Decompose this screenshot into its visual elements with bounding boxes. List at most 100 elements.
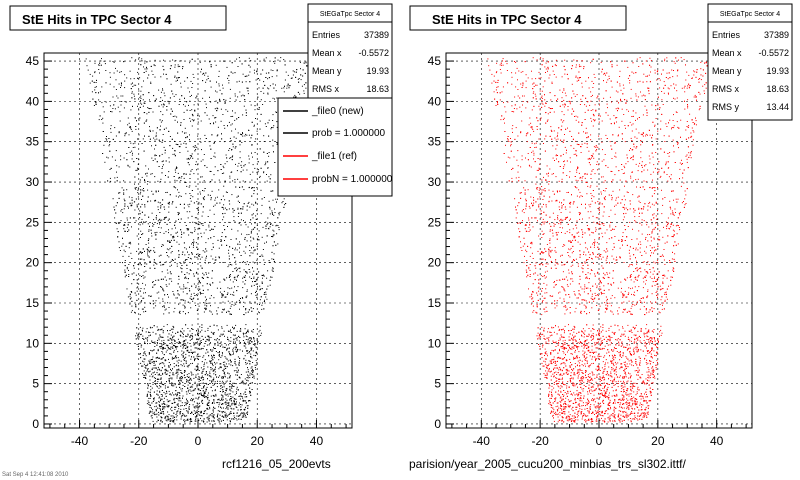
left-hit-point bbox=[208, 375, 210, 377]
left-hit-point bbox=[224, 102, 226, 104]
left-hit-point bbox=[166, 399, 168, 401]
left-hit-point bbox=[261, 198, 263, 200]
left-hit-point bbox=[185, 347, 187, 349]
left-hit-point bbox=[272, 270, 274, 272]
left-hit-point bbox=[241, 412, 242, 414]
left-hit-point bbox=[274, 98, 275, 100]
left-hit-point bbox=[117, 106, 119, 108]
left-hit-point bbox=[185, 339, 187, 341]
left-hit-point bbox=[236, 337, 238, 339]
left-hit-point bbox=[246, 234, 248, 236]
left-hit-point bbox=[177, 351, 179, 353]
left-hit-point bbox=[179, 98, 181, 100]
left-hit-point bbox=[257, 342, 259, 344]
left-hit-point bbox=[174, 155, 176, 157]
left-hit-point bbox=[140, 90, 142, 92]
left-hit-point bbox=[226, 161, 228, 163]
left-hit-point bbox=[176, 419, 178, 421]
left-hit-point bbox=[243, 400, 245, 402]
left-hit-point bbox=[167, 346, 169, 348]
left-hit-point bbox=[196, 411, 198, 413]
left-hit-point bbox=[224, 356, 226, 358]
left-hit-point bbox=[250, 104, 252, 106]
left-hit-point bbox=[159, 412, 161, 414]
left-hit-point bbox=[170, 83, 172, 85]
left-hit-point bbox=[189, 178, 191, 179]
left-hit-point bbox=[211, 249, 213, 251]
left-hit-point bbox=[223, 376, 225, 377]
left-hit-point bbox=[124, 269, 126, 271]
left-hit-point bbox=[128, 255, 130, 257]
left-hit-point bbox=[161, 141, 163, 143]
left-hit-point bbox=[234, 361, 236, 363]
left-hit-point bbox=[272, 70, 274, 71]
left-hit-point bbox=[124, 205, 126, 207]
left-hit-point bbox=[206, 79, 208, 81]
left-hit-point bbox=[151, 411, 153, 413]
left-hit-point bbox=[229, 380, 231, 382]
left-hit-point bbox=[233, 352, 234, 354]
left-hit-point bbox=[162, 289, 164, 291]
left-hit-point bbox=[242, 381, 244, 383]
left-hit-point bbox=[125, 101, 127, 103]
left-hit-point bbox=[200, 160, 202, 162]
left-hit-point bbox=[162, 114, 164, 116]
left-hit-point bbox=[151, 387, 153, 389]
left-hit-point bbox=[138, 252, 140, 254]
left-hit-point bbox=[194, 389, 196, 391]
left-hit-point bbox=[147, 251, 149, 253]
left-hit-point bbox=[268, 72, 270, 74]
left-hit-point bbox=[136, 204, 138, 206]
left-hit-point bbox=[256, 259, 258, 261]
left-hit-point bbox=[217, 343, 219, 345]
left-hit-point bbox=[161, 362, 163, 364]
left-hit-point bbox=[180, 380, 182, 382]
left-hit-point bbox=[94, 72, 96, 74]
left-hit-point bbox=[131, 92, 133, 94]
left-hit-point bbox=[157, 220, 159, 222]
left-hit-point bbox=[192, 353, 193, 354]
left-hit-point bbox=[152, 300, 154, 302]
left-hit-point bbox=[225, 236, 227, 238]
left-hit-point bbox=[153, 397, 155, 399]
left-hit-point bbox=[285, 203, 287, 204]
left-hit-point bbox=[254, 340, 255, 342]
left-hit-point bbox=[193, 120, 194, 122]
left-hit-point bbox=[206, 283, 208, 285]
left-hit-point bbox=[242, 114, 244, 116]
left-hit-point bbox=[162, 348, 164, 350]
left-hit-point bbox=[229, 377, 231, 379]
left-hit-point bbox=[139, 237, 141, 238]
left-hit-point bbox=[246, 412, 247, 414]
left-hit-point bbox=[218, 189, 220, 191]
left-hit-point bbox=[127, 231, 129, 232]
left-hit-point bbox=[125, 245, 127, 247]
left-hit-point bbox=[155, 216, 157, 218]
left-hit-point bbox=[218, 70, 220, 72]
left-hit-point bbox=[153, 250, 155, 252]
left-hit-point bbox=[232, 294, 234, 296]
left-hit-point bbox=[154, 341, 156, 343]
left-hit-point bbox=[222, 380, 224, 382]
left-hit-point bbox=[146, 175, 148, 177]
left-hit-point bbox=[163, 406, 165, 408]
left-hit-point bbox=[123, 249, 125, 251]
left-hit-point bbox=[233, 412, 235, 414]
left-hit-point bbox=[176, 369, 178, 371]
left-hit-point bbox=[170, 65, 172, 67]
left-hit-point bbox=[215, 256, 217, 258]
left-hit-point bbox=[161, 358, 163, 360]
left-hit-point bbox=[260, 334, 262, 336]
left-hit-point bbox=[172, 116, 174, 117]
left-hit-point bbox=[173, 186, 175, 187]
left-hit-point bbox=[205, 229, 207, 231]
left-hit-point bbox=[164, 387, 166, 389]
left-hit-point bbox=[171, 138, 173, 140]
left-hit-point bbox=[155, 155, 157, 156]
left-hit-point bbox=[241, 261, 243, 263]
left-hit-point bbox=[179, 395, 181, 397]
left-hit-point bbox=[163, 73, 164, 75]
left-hit-point bbox=[143, 122, 145, 124]
left-hit-point bbox=[269, 85, 271, 87]
left-hit-point bbox=[210, 197, 212, 199]
